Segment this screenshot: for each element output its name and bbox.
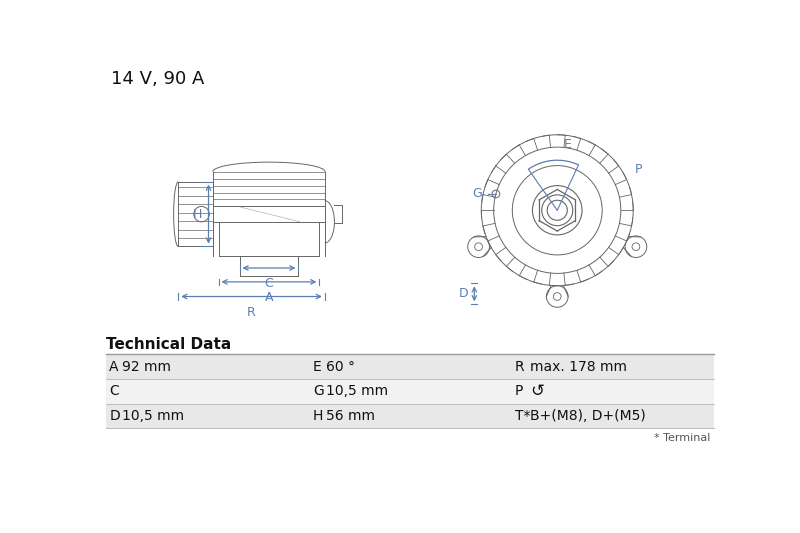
Text: max. 178 mm: max. 178 mm	[530, 360, 627, 374]
Text: 10,5 mm: 10,5 mm	[122, 409, 184, 423]
Text: D: D	[458, 287, 468, 300]
Text: E: E	[313, 360, 322, 374]
Text: R: R	[246, 306, 255, 319]
Bar	[106, 354, 714, 379]
Text: R: R	[514, 360, 524, 374]
Text: P: P	[634, 163, 642, 176]
Bar	[106, 403, 714, 428]
Text: 10,5 mm: 10,5 mm	[326, 384, 389, 398]
Text: A: A	[110, 360, 118, 374]
Text: 92 mm: 92 mm	[122, 360, 170, 374]
Bar	[106, 379, 714, 403]
Text: A: A	[265, 291, 274, 304]
Text: T*: T*	[514, 409, 530, 423]
Text: 56 mm: 56 mm	[326, 409, 375, 423]
Text: E: E	[563, 138, 571, 151]
Text: H: H	[313, 409, 323, 423]
Text: B+(M8), D+(M5): B+(M8), D+(M5)	[530, 409, 646, 423]
Text: C: C	[110, 384, 119, 398]
Text: * Terminal: * Terminal	[654, 433, 710, 443]
Text: 14 V, 90 A: 14 V, 90 A	[111, 70, 204, 88]
Text: ↺: ↺	[530, 382, 544, 400]
Text: C: C	[265, 277, 274, 290]
Text: G: G	[313, 384, 324, 398]
Text: P: P	[514, 384, 523, 398]
Text: G: G	[472, 188, 482, 200]
Text: 60 °: 60 °	[326, 360, 355, 374]
Text: D: D	[110, 409, 120, 423]
Text: Technical Data: Technical Data	[106, 337, 231, 352]
Text: H: H	[193, 208, 202, 221]
